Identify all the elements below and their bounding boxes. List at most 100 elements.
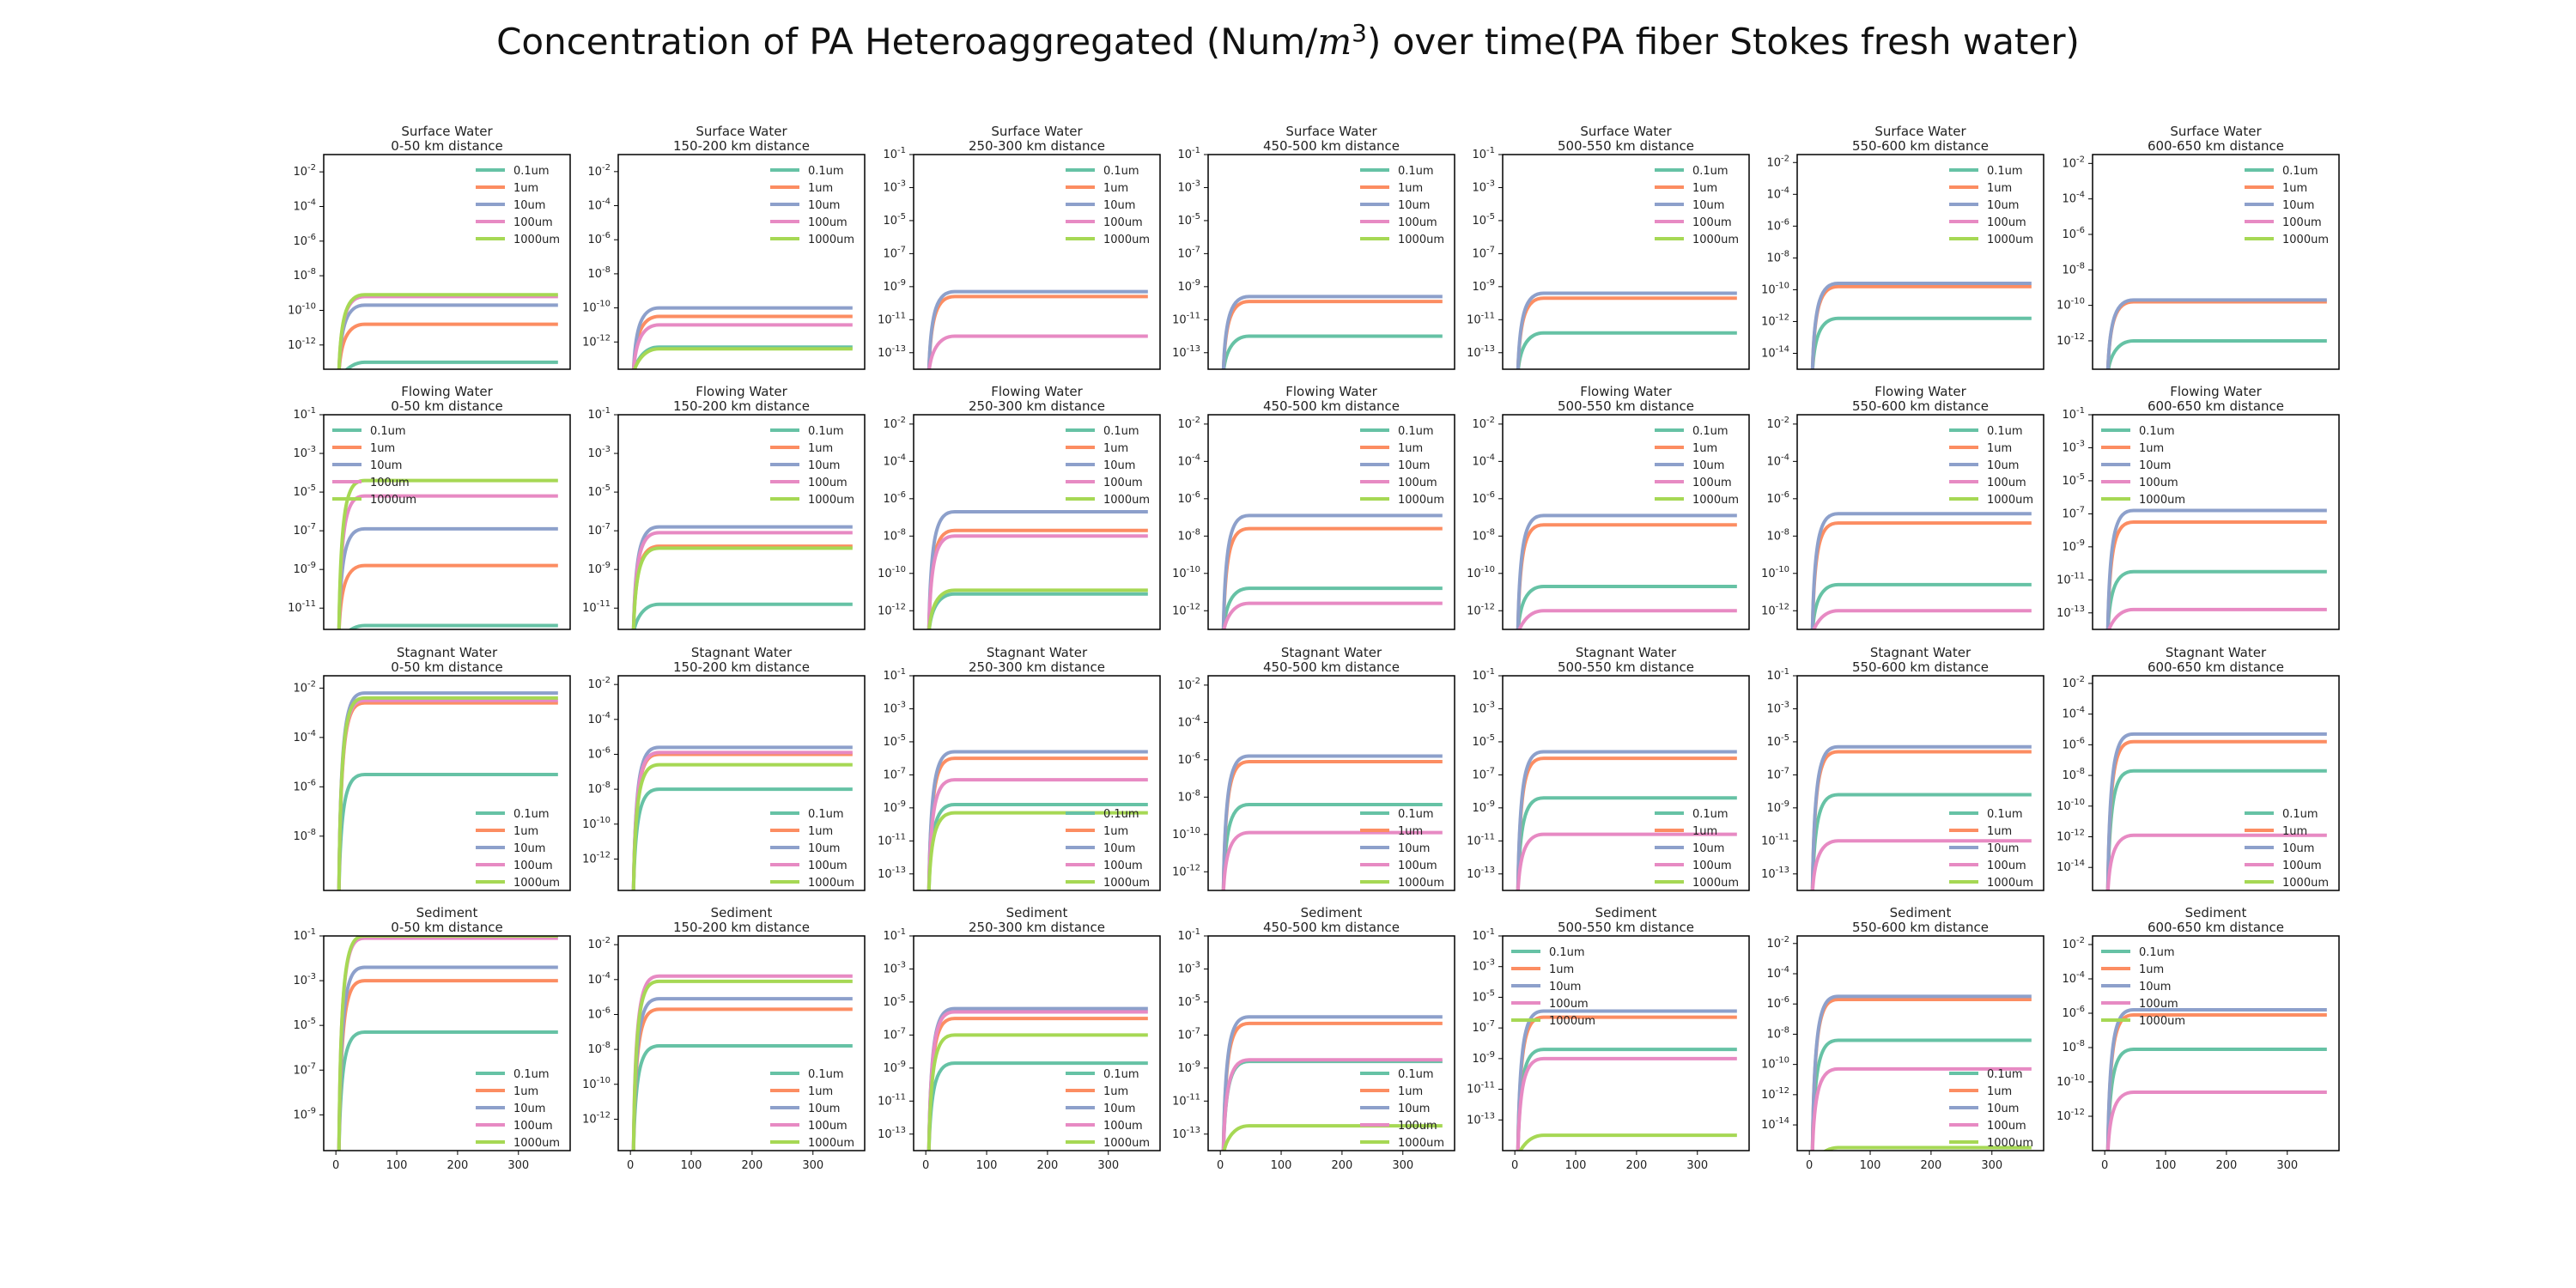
legend-label: 10um	[1692, 459, 1724, 472]
y-tick-label: 10-1	[293, 406, 316, 422]
series-line-100um	[2105, 833, 2327, 890]
y-tick-label: 10-5	[1472, 988, 1495, 1004]
legend-label: 1um	[808, 182, 833, 195]
legend: 0.1um 1um 10um 100um 1000um	[1655, 808, 1739, 890]
series-line-1um	[631, 1007, 853, 1151]
subplot-title: Stagnant Water	[691, 645, 793, 660]
legend-label: 10um	[1103, 459, 1135, 472]
plot-frame	[323, 675, 571, 891]
y-tick-label: 10-6	[2062, 226, 2085, 241]
series-group	[1221, 295, 1443, 369]
legend-label: 0.1um	[370, 425, 406, 438]
series-line-10um	[2105, 298, 2327, 369]
y-tick-label: 10-10	[1761, 1056, 1789, 1072]
y-tick-label: 10-10	[1172, 826, 1200, 841]
legend-label: 1um	[2282, 825, 2307, 838]
y-tick-label: 10-7	[293, 1061, 316, 1077]
subplot-subtitle: 0-50 km distance	[391, 398, 502, 414]
series-group	[2105, 732, 2327, 890]
y-tick-label: 10-8	[587, 265, 611, 281]
y-tick-label: 10-8	[1472, 527, 1495, 543]
series-line-0.1um	[344, 360, 558, 369]
subplot-title: Sediment	[2185, 905, 2247, 920]
y-tick-label: 10-12	[2057, 829, 2085, 844]
y-tick-label: 10-7	[883, 1026, 906, 1042]
plot-frame	[1796, 154, 2044, 370]
series-line-1um	[1810, 521, 2032, 629]
subplot-title: Stagnant Water	[1576, 645, 1677, 660]
legend: 0.1um 1um 10um 100um 1000um	[1949, 425, 2033, 507]
y-tick-label: 10-7	[587, 522, 611, 538]
series-group	[337, 293, 558, 369]
legend-label: 10um	[513, 1103, 545, 1115]
y-tick-label: 10-6	[2062, 1005, 2085, 1020]
y-tick-label: 10-11	[1467, 1081, 1495, 1097]
legend: 0.1um 1um 10um 100um 1000um	[476, 165, 560, 246]
figure-title: Concentration of PA Heteroaggregated (Nu…	[0, 19, 2576, 63]
legend: 0.1um 1um 10um 100um 1000um	[1655, 165, 1739, 246]
y-tick-label: 10-10	[2057, 798, 2085, 813]
subplot-subtitle: 600-650 km distance	[2148, 138, 2284, 154]
y-tick-label: 10-13	[1172, 1126, 1200, 1141]
y-tick-label: 10-1	[587, 406, 611, 422]
plot-frame	[913, 935, 1161, 1151]
legend-label: 10um	[2282, 199, 2314, 212]
y-tick-label: 10-5	[883, 212, 906, 228]
y-tick-label: 10-10	[1172, 565, 1200, 580]
legend: 0.1um 1um 10um 100um 1000um	[2101, 425, 2185, 507]
y-tick-label: 10-3	[293, 972, 316, 987]
y-tick-label: 10-8	[587, 1041, 611, 1056]
legend-label: 0.1um	[513, 1068, 550, 1081]
legend-label: 100um	[1103, 477, 1143, 489]
subplot-title: Stagnant Water	[2166, 645, 2267, 660]
x-tick-label: 200	[1331, 1159, 1352, 1172]
legend: 0.1um 1um 10um 100um 1000um	[476, 808, 560, 890]
series-line-1um	[1810, 284, 2032, 369]
x-tick-label: 300	[507, 1159, 529, 1172]
legend: 0.1um 1um 10um 100um 1000um	[770, 808, 854, 890]
y-tick-label: 10-5	[1177, 212, 1200, 228]
legend-label: 0.1um	[1987, 165, 2023, 178]
legend-label: 1000um	[1692, 234, 1739, 246]
x-tick-label: 100	[1860, 1159, 1881, 1172]
subplot-subtitle: 150-200 km distance	[673, 138, 810, 154]
legend-label: 1um	[1692, 442, 1717, 455]
legend-label: 1000um	[1987, 234, 2033, 246]
series-line-10um	[1516, 750, 1737, 890]
legend-label: 1um	[808, 442, 833, 455]
series-line-100um	[1811, 839, 2032, 890]
legend-label: 0.1um	[513, 808, 550, 821]
y-tick-label: 10-13	[878, 1126, 906, 1141]
legend-label: 1000um	[1398, 494, 1444, 507]
legend-label: 100um	[1692, 860, 1732, 872]
series-line-100um	[1810, 1066, 2032, 1151]
y-tick-label: 10-9	[1472, 278, 1495, 294]
y-tick-label: 10-5	[1472, 733, 1495, 749]
legend: 0.1um 1um 10um 100um 1000um	[1066, 165, 1150, 246]
series-line-1000um	[337, 293, 558, 369]
legend-label: 0.1um	[2282, 808, 2318, 821]
subplot-title: Surface Water	[401, 124, 493, 139]
legend-label: 1um	[808, 1085, 833, 1098]
legend-label: 1000um	[1103, 1137, 1150, 1150]
y-tick-label: 10-11	[582, 599, 611, 615]
series-line-10um	[1516, 513, 1737, 629]
series-line-10um	[1221, 513, 1443, 629]
y-tick-label: 10-2	[1766, 416, 1789, 431]
y-tick-label: 10-8	[1177, 527, 1200, 543]
subplot-subtitle: 150-200 km distance	[673, 659, 810, 675]
plot-frame	[1502, 935, 1750, 1151]
series-group	[1810, 282, 2032, 369]
legend-label: 1000um	[2139, 1015, 2185, 1028]
y-tick-label: 10-1	[883, 146, 906, 161]
series-group	[1516, 513, 1737, 629]
subplot-subtitle: 250-300 km distance	[969, 920, 1105, 935]
y-tick-label: 10-3	[883, 179, 906, 194]
series-line-10um	[1221, 295, 1443, 369]
legend-label: 100um	[1692, 477, 1732, 489]
y-tick-label: 10-3	[883, 700, 906, 715]
y-tick-label: 10-1	[2062, 406, 2085, 422]
